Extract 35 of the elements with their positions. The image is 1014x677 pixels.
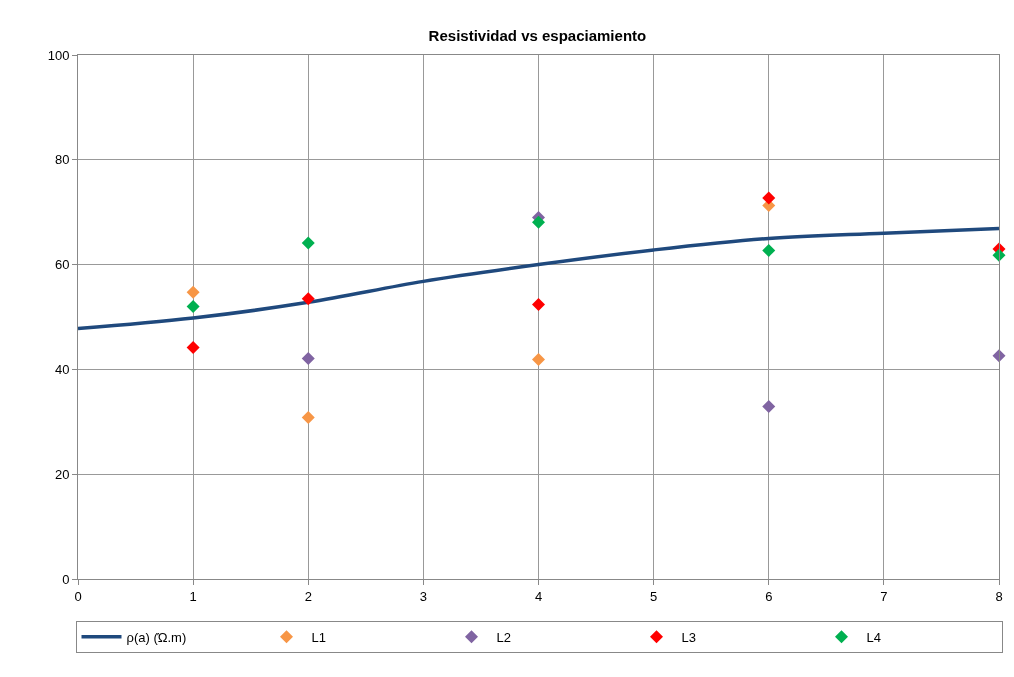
y-tick-label: 0	[62, 571, 70, 587]
x-tick-label: 0	[74, 588, 82, 604]
y-tick-label: 40	[54, 361, 70, 377]
line-series	[78, 226, 999, 331]
point	[532, 215, 545, 229]
point	[301, 292, 315, 306]
point	[762, 191, 776, 205]
point	[762, 400, 776, 414]
point	[532, 297, 545, 311]
legend-label: L3	[681, 629, 696, 645]
legend-label: L1	[311, 629, 326, 645]
legend-label: L2	[496, 629, 511, 645]
chart-title: Resistividad vs espaciamiento	[428, 26, 647, 44]
legend-label: L4	[866, 629, 881, 645]
x-tick-label: 8	[995, 588, 1003, 604]
point	[186, 285, 200, 299]
point	[301, 351, 315, 365]
x-tick-label: 1	[189, 588, 197, 604]
x-tick-label: 2	[304, 588, 312, 604]
y-tick-label: 100	[47, 47, 70, 63]
x-tick-label: 6	[765, 588, 773, 604]
y-tick-label: 60	[54, 257, 70, 273]
point	[301, 411, 315, 425]
point	[532, 352, 545, 366]
point	[186, 340, 200, 354]
legend-label: ρ(a) (Ώ.m)	[126, 629, 187, 645]
y-tick-label: 20	[54, 466, 70, 482]
x-tick-label: 4	[534, 588, 543, 604]
y-tick-label: 80	[54, 152, 70, 168]
x-tick-label: 3	[419, 588, 427, 604]
point	[301, 236, 315, 250]
x-tick-label: 7	[880, 588, 888, 604]
point	[186, 300, 200, 314]
point	[762, 243, 776, 257]
x-tick-label: 5	[650, 588, 658, 604]
